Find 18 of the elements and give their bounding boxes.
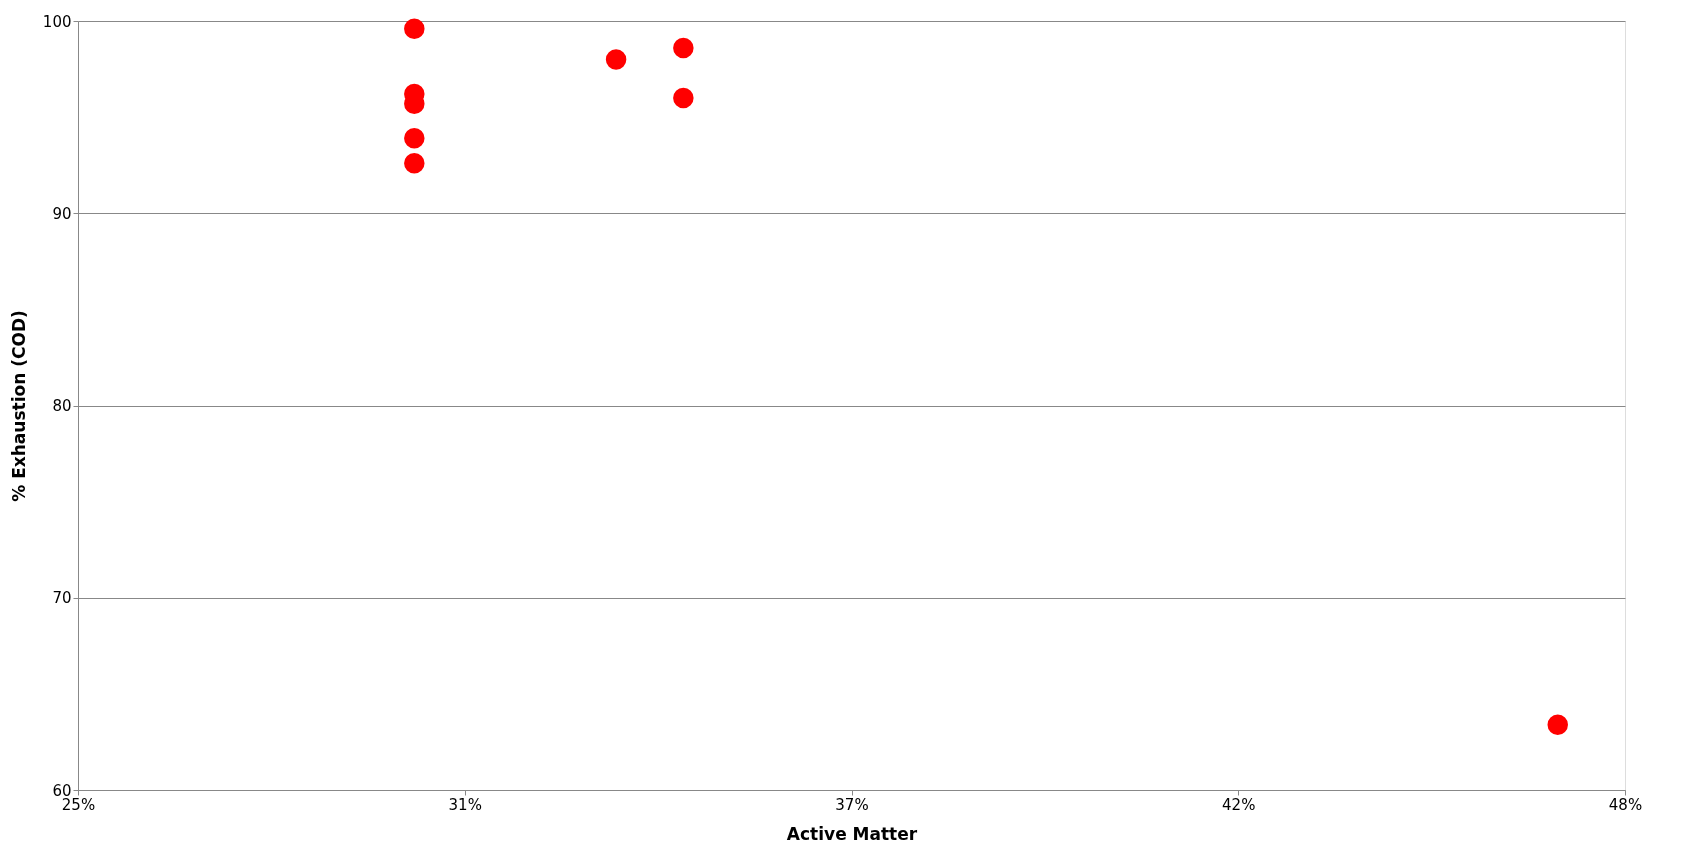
point (404, 18, 425, 39)
y-axis-title: % Exhaustion (COD) (8, 310, 29, 502)
y-tick-label: 100 (42, 12, 72, 31)
x-tick-label: 48% (1608, 795, 1643, 814)
x-axis-title: Active Matter (786, 823, 918, 844)
y-tick-label: 90 (52, 204, 72, 223)
y-tick-label: 80 (52, 397, 72, 415)
point (404, 128, 425, 149)
y-tick-label: 70 (52, 589, 72, 608)
point (1547, 714, 1568, 735)
x-tick-label: 42% (1222, 795, 1256, 814)
x-tick-label: 31% (448, 795, 482, 814)
point (605, 49, 627, 70)
x-tick-label: 37% (835, 795, 869, 814)
point (673, 37, 694, 59)
point (673, 87, 694, 109)
x-tick-label: 25% (61, 795, 96, 814)
point (404, 153, 425, 174)
